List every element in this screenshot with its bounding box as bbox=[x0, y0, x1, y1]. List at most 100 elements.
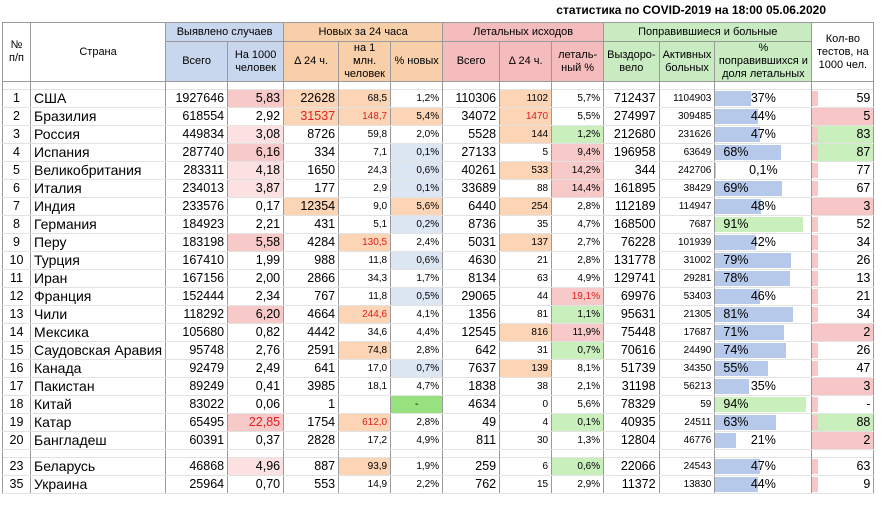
row-number: 16 bbox=[2, 359, 31, 378]
detected-per1000: 3,87 bbox=[227, 179, 285, 198]
recovered-pct-fill bbox=[715, 199, 762, 214]
spacer-cell bbox=[338, 81, 391, 90]
active-cases: 59 bbox=[658, 395, 716, 414]
recovered-total: 75448 bbox=[603, 323, 660, 342]
recovered-total: 31198 bbox=[603, 377, 660, 396]
new-cases: 2828 bbox=[283, 431, 340, 450]
deaths-total: 7637 bbox=[442, 359, 501, 378]
tests-value: 9 bbox=[863, 477, 871, 491]
recovered-total: 712437 bbox=[603, 89, 660, 108]
spacer-row bbox=[2, 81, 875, 90]
deaths-delta: 254 bbox=[499, 197, 553, 216]
tests-indicator bbox=[812, 361, 819, 376]
recovered-pct-bar: 69% bbox=[714, 179, 813, 198]
recovered-pct-bar: 46% bbox=[714, 287, 813, 306]
active-cases: 24490 bbox=[658, 341, 716, 360]
row-number: 5 bbox=[2, 161, 31, 180]
country-name: Испания bbox=[29, 143, 167, 162]
row-number: 4 bbox=[2, 143, 31, 162]
recovered-pct-bar: 44% bbox=[714, 107, 813, 126]
country-name: Турция bbox=[29, 251, 167, 270]
header-new-pct: % новых bbox=[390, 41, 444, 82]
recovered-pct-fill bbox=[715, 459, 761, 474]
tests-per1000: 9 bbox=[811, 475, 875, 494]
deaths-total: 762 bbox=[442, 475, 501, 494]
spacer-cell bbox=[338, 449, 391, 458]
recovered-pct-fill bbox=[715, 127, 761, 142]
deaths-delta: 1102 bbox=[499, 89, 553, 108]
detected-per1000: 1,99 bbox=[227, 251, 285, 270]
recovered-pct-fill bbox=[715, 253, 792, 268]
new-per1m: 244,6 bbox=[338, 305, 392, 324]
recovered-pct-value: 68% bbox=[723, 145, 749, 159]
tests-per1000: 26 bbox=[811, 341, 875, 360]
recovered-pct-value: 79% bbox=[723, 253, 749, 267]
spacer-cell bbox=[165, 449, 228, 458]
tests-value: 3 bbox=[863, 199, 871, 213]
tests-value: 2 bbox=[863, 433, 871, 447]
deaths-delta: 144 bbox=[499, 125, 553, 144]
recovered-total: 70616 bbox=[603, 341, 660, 360]
country-name: Италия bbox=[29, 179, 167, 198]
new-pct: - bbox=[390, 395, 444, 414]
recovered-pct-value: 71% bbox=[723, 325, 749, 339]
deaths-delta: 137 bbox=[499, 233, 553, 252]
recovered-pct-bar: 78% bbox=[714, 269, 813, 288]
detected-total: 105680 bbox=[165, 323, 229, 342]
tests-indicator bbox=[812, 127, 819, 142]
row-number: 11 bbox=[2, 269, 31, 288]
recovered-pct-value: 91% bbox=[723, 217, 749, 231]
new-cases: 12354 bbox=[283, 197, 340, 216]
tests-value: 2 bbox=[863, 325, 871, 339]
deaths-pct: 4,9% bbox=[551, 269, 605, 288]
new-per1m: 7,1 bbox=[338, 143, 392, 162]
active-cases: 21305 bbox=[658, 305, 716, 324]
deaths-total: 8134 bbox=[442, 269, 501, 288]
spacer-cell bbox=[442, 449, 500, 458]
table-row: 2 Бразилия 618554 2,92 31537 148,7 5,4% 34072 14… bbox=[2, 107, 875, 126]
new-cases: 8726 bbox=[283, 125, 340, 144]
active-cases: 101939 bbox=[658, 233, 716, 252]
header-active: Активных больных bbox=[658, 41, 716, 82]
new-pct: 1,9% bbox=[390, 457, 444, 476]
row-number: 10 bbox=[2, 251, 31, 270]
new-per1m: 17,2 bbox=[338, 431, 392, 450]
recovered-total: 168500 bbox=[603, 215, 660, 234]
row-number: 9 bbox=[2, 233, 31, 252]
recovered-pct-bar: 91% bbox=[714, 215, 813, 234]
detected-per1000: 6,20 bbox=[227, 305, 285, 324]
table-row: 7 Индия 233576 0,17 12354 9,0 5,6% 6440 254 2,8% 1… bbox=[2, 197, 875, 216]
table-row: 3 Россия 449834 3,08 8726 59,8 2,0% 5528 144 1,2%… bbox=[2, 125, 875, 144]
new-per1m: 68,5 bbox=[338, 89, 392, 108]
tests-value: 88 bbox=[856, 415, 871, 429]
new-cases: 2591 bbox=[283, 341, 340, 360]
new-cases: 553 bbox=[283, 475, 340, 494]
detected-total: 46868 bbox=[165, 457, 229, 476]
tests-indicator bbox=[812, 433, 819, 448]
spacer-cell bbox=[390, 449, 443, 458]
new-cases: 177 bbox=[283, 179, 340, 198]
recovered-pct-value: 35% bbox=[750, 379, 776, 393]
recovered-pct-value: 44% bbox=[750, 109, 776, 123]
new-pct: 4,1% bbox=[390, 305, 444, 324]
new-pct: 4,9% bbox=[390, 431, 444, 450]
active-cases: 24511 bbox=[658, 413, 716, 432]
tests-per1000: 13 bbox=[811, 269, 875, 288]
deaths-delta: 5 bbox=[499, 143, 553, 162]
detected-per1000: 4,18 bbox=[227, 161, 285, 180]
recovered-pct-bar: 42% bbox=[714, 233, 813, 252]
tests-value: 67 bbox=[856, 181, 871, 195]
new-per1m: 74,8 bbox=[338, 341, 392, 360]
tests-per1000: 2 bbox=[811, 431, 875, 450]
recovered-pct-fill bbox=[715, 433, 736, 448]
tests-per1000: 88 bbox=[811, 413, 875, 432]
deaths-pct: 2,8% bbox=[551, 251, 605, 270]
header-country: Страна bbox=[29, 22, 167, 82]
recovered-pct-value: 37% bbox=[750, 91, 776, 105]
deaths-pct: 14,4% bbox=[551, 179, 605, 198]
recovered-pct-value: 21% bbox=[750, 433, 776, 447]
new-per1m: 18,1 bbox=[338, 377, 392, 396]
new-cases: 4664 bbox=[283, 305, 340, 324]
tests-value: 3 bbox=[863, 379, 871, 393]
deaths-pct: 8,1% bbox=[551, 359, 605, 378]
